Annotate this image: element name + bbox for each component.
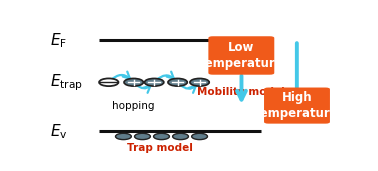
Text: $\it{E}_\mathrm{v}$: $\it{E}_\mathrm{v}$: [50, 122, 68, 141]
Circle shape: [99, 78, 118, 86]
Circle shape: [190, 78, 209, 86]
Text: High
temperature: High temperature: [255, 91, 339, 120]
Text: hopping: hopping: [112, 101, 155, 111]
Circle shape: [153, 133, 169, 140]
FancyBboxPatch shape: [208, 36, 274, 75]
Circle shape: [124, 78, 143, 86]
Text: Low
temperature: Low temperature: [200, 41, 283, 70]
Circle shape: [173, 133, 189, 140]
Circle shape: [116, 133, 131, 140]
Text: Trap model: Trap model: [127, 143, 193, 153]
Circle shape: [144, 78, 164, 86]
Circle shape: [168, 78, 187, 86]
Circle shape: [135, 133, 150, 140]
FancyBboxPatch shape: [264, 88, 330, 124]
Circle shape: [192, 133, 208, 140]
Text: Mobility model: Mobility model: [197, 87, 284, 97]
Text: $\it{E}_\mathrm{trap}$: $\it{E}_\mathrm{trap}$: [50, 72, 83, 93]
Text: $\it{E}_\mathrm{F}$: $\it{E}_\mathrm{F}$: [50, 31, 67, 50]
